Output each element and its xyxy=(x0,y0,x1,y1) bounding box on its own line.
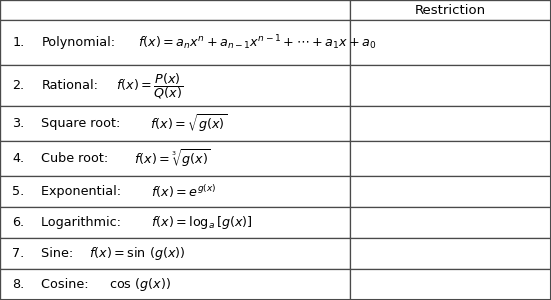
Text: $f(x) = \log_a[g(x)]$: $f(x) = \log_a[g(x)]$ xyxy=(151,214,252,231)
Bar xyxy=(0,269,350,300)
Bar xyxy=(0,238,350,269)
Bar xyxy=(350,238,551,269)
Text: Logarithmic:: Logarithmic: xyxy=(41,216,125,229)
Text: 8.: 8. xyxy=(12,278,24,291)
Bar xyxy=(350,106,551,141)
Bar xyxy=(0,65,350,106)
Bar xyxy=(350,176,551,207)
Text: 3.: 3. xyxy=(12,117,24,130)
Text: 1.: 1. xyxy=(12,36,24,49)
Text: 5.: 5. xyxy=(12,185,24,198)
Text: Polynomial:: Polynomial: xyxy=(41,36,116,49)
Bar xyxy=(0,207,350,238)
Text: $f(x) = e^{g(x)}$: $f(x) = e^{g(x)}$ xyxy=(151,183,216,200)
Bar xyxy=(0,106,350,141)
Bar xyxy=(0,176,350,207)
Bar xyxy=(350,269,551,300)
Bar xyxy=(350,65,551,106)
Text: $\cos\,(g(x))$: $\cos\,(g(x))$ xyxy=(109,276,171,293)
Text: $f(x) = \dfrac{P(x)}{Q(x)}$: $f(x) = \dfrac{P(x)}{Q(x)}$ xyxy=(116,70,183,101)
Text: $f(x) = \sqrt{g(x)}$: $f(x) = \sqrt{g(x)}$ xyxy=(150,112,228,134)
Bar xyxy=(350,0,551,20)
Bar xyxy=(0,141,350,176)
Text: Exponential:: Exponential: xyxy=(41,185,126,198)
Text: 6.: 6. xyxy=(12,216,24,229)
Text: Rational:: Rational: xyxy=(41,79,98,92)
Bar xyxy=(350,141,551,176)
Text: $f(x) = \sin\,(g(x))$: $f(x) = \sin\,(g(x))$ xyxy=(89,245,186,262)
Text: $f(x) = a_nx^n + a_{n-1}x^{n-1} + \cdots + a_1x + a_0$: $f(x) = a_nx^n + a_{n-1}x^{n-1} + \cdots… xyxy=(138,33,376,52)
Text: $f(x) = \sqrt[3]{g(x)}$: $f(x) = \sqrt[3]{g(x)}$ xyxy=(134,147,212,169)
Text: Cosine:: Cosine: xyxy=(41,278,93,291)
Text: Cube root:: Cube root: xyxy=(41,152,112,165)
Bar xyxy=(350,20,551,65)
Text: 2.: 2. xyxy=(12,79,24,92)
Bar xyxy=(0,0,350,20)
Text: Restriction: Restriction xyxy=(415,4,486,17)
Text: 7.: 7. xyxy=(12,247,24,260)
Text: Square root:: Square root: xyxy=(41,117,125,130)
Bar xyxy=(0,20,350,65)
Bar xyxy=(350,207,551,238)
Text: 4.: 4. xyxy=(12,152,24,165)
Text: Sine:: Sine: xyxy=(41,247,78,260)
